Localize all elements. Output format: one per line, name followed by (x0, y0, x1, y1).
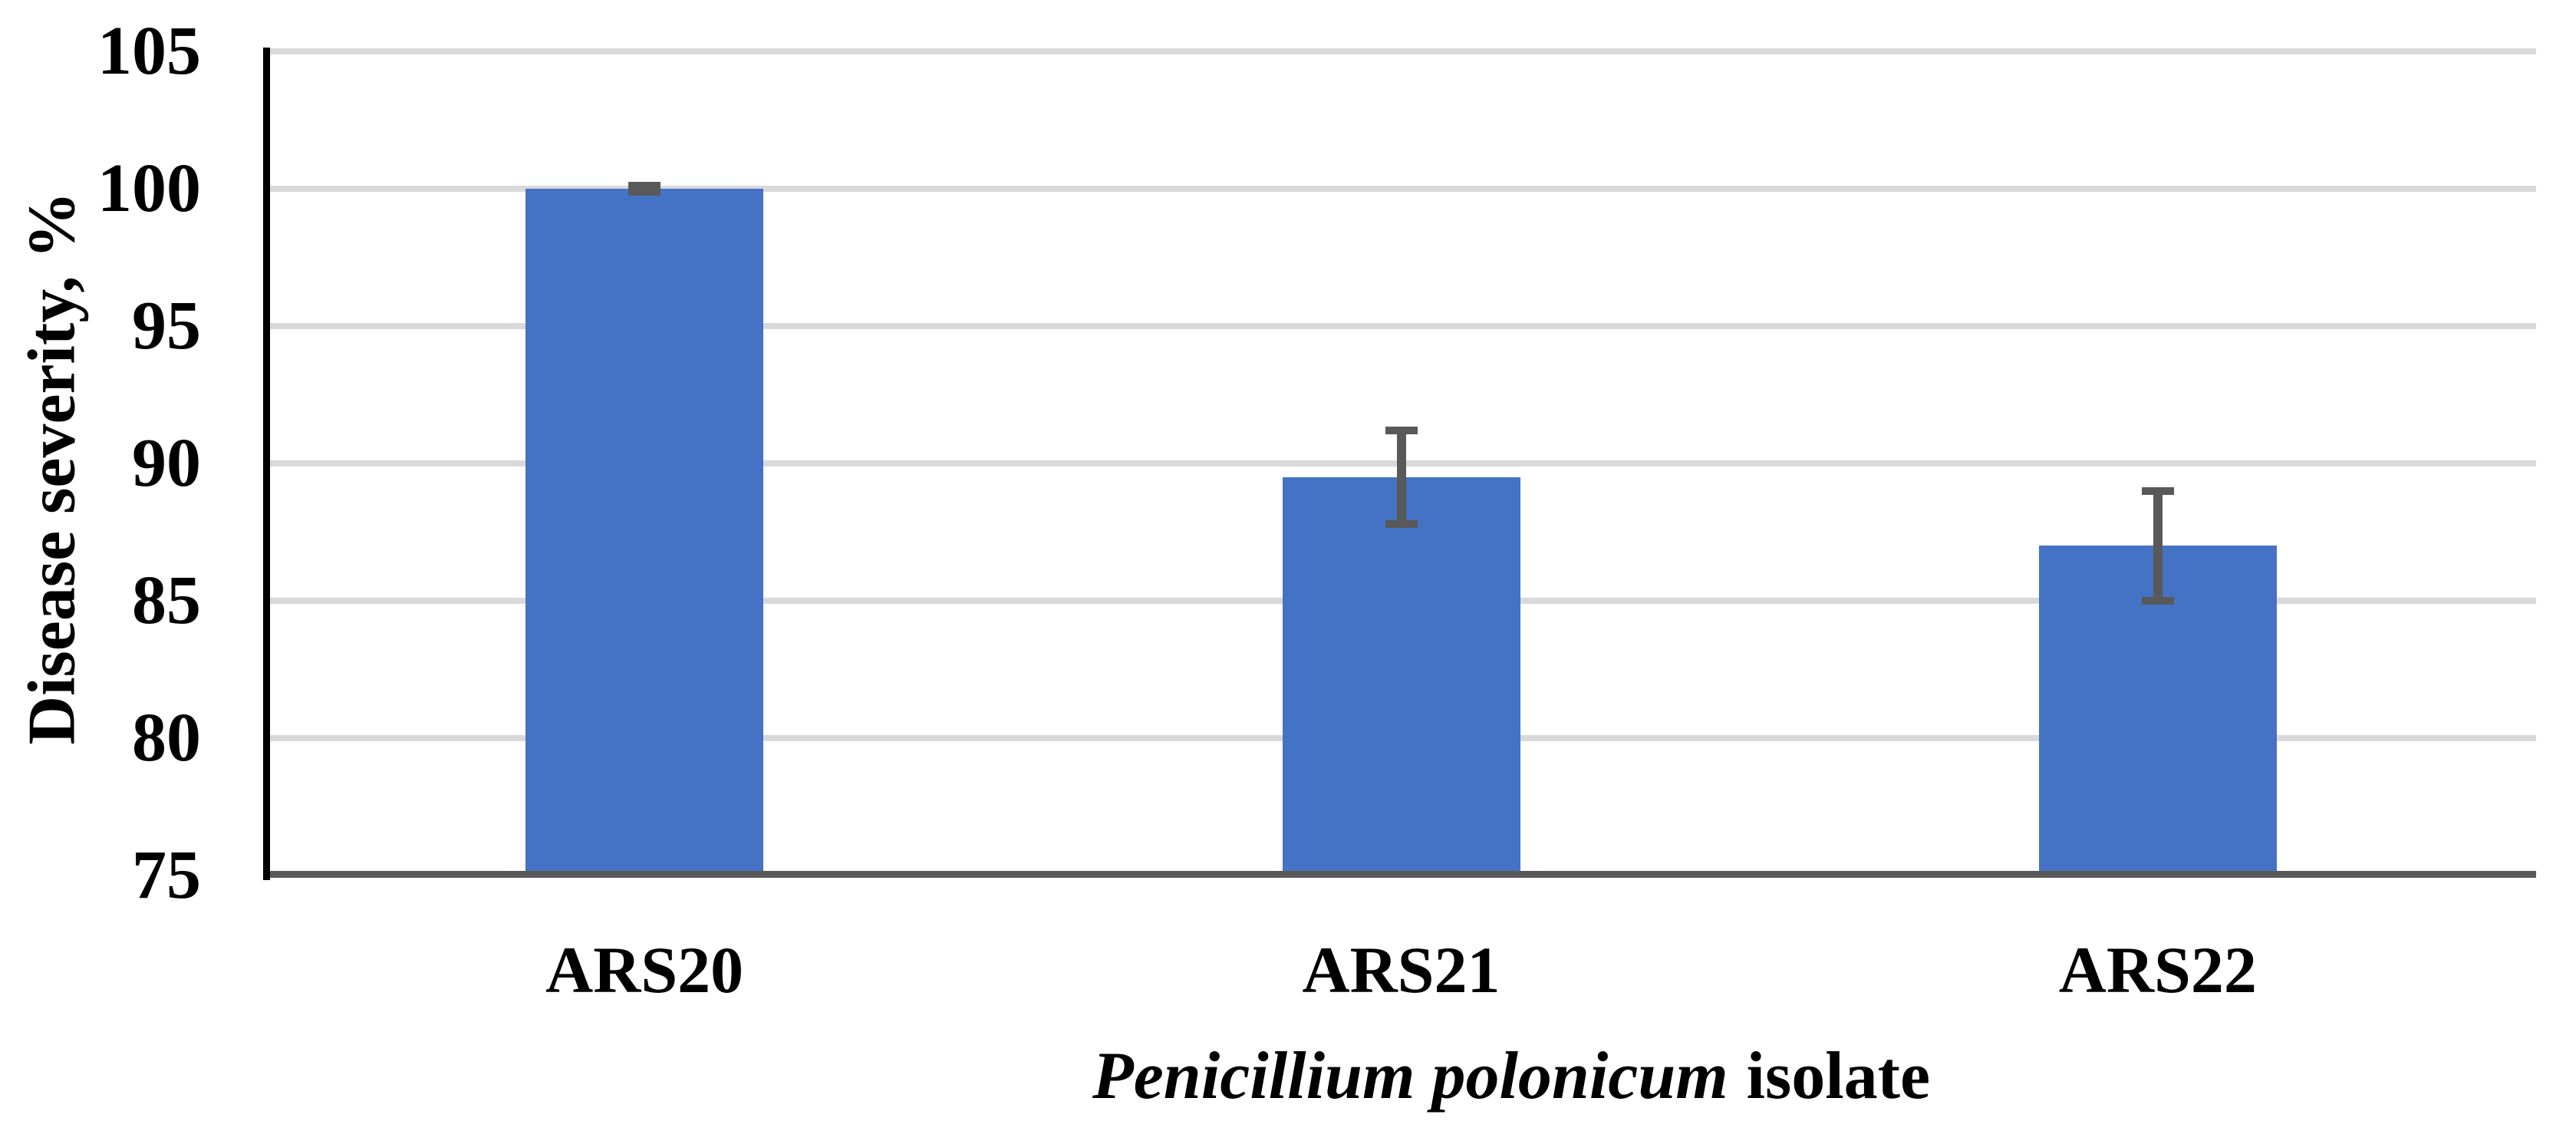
error-bar-cap (1385, 519, 1418, 528)
x-axis-title-word: isolate (1746, 1039, 1931, 1113)
x-axis-title: Penicillium polonicum isolate (1092, 1037, 1930, 1115)
y-tick-label: 105 (97, 13, 201, 89)
bar-ARS20 (525, 189, 764, 877)
y-tick-label: 80 (132, 700, 201, 776)
x-axis-line (264, 871, 2536, 878)
error-bar-line (2153, 490, 2163, 601)
bar-ARS21 (1282, 476, 1520, 877)
error-bar-cap (1385, 427, 1418, 435)
error-bar-cap (628, 182, 661, 190)
y-axis-line (263, 48, 270, 880)
error-bar-cap (628, 187, 661, 196)
error-bar-cap (2141, 486, 2174, 495)
x-category-label: ARS20 (545, 933, 744, 1007)
error-bar-line (1396, 430, 1406, 524)
gridline (266, 186, 2536, 192)
gridline (266, 48, 2536, 54)
y-tick-label: 75 (132, 837, 201, 913)
y-tick-label: 85 (132, 562, 201, 638)
y-tick-label: 100 (97, 150, 201, 226)
x-category-label: ARS22 (2058, 933, 2257, 1007)
x-category-label: ARS21 (1302, 933, 1500, 1007)
y-tick-label: 90 (132, 425, 201, 501)
gridline (266, 323, 2536, 329)
y-tick-label: 95 (132, 288, 201, 364)
error-bar-cap (2141, 597, 2174, 605)
x-axis-title-species: Penicillium polonicum (1092, 1039, 1728, 1113)
